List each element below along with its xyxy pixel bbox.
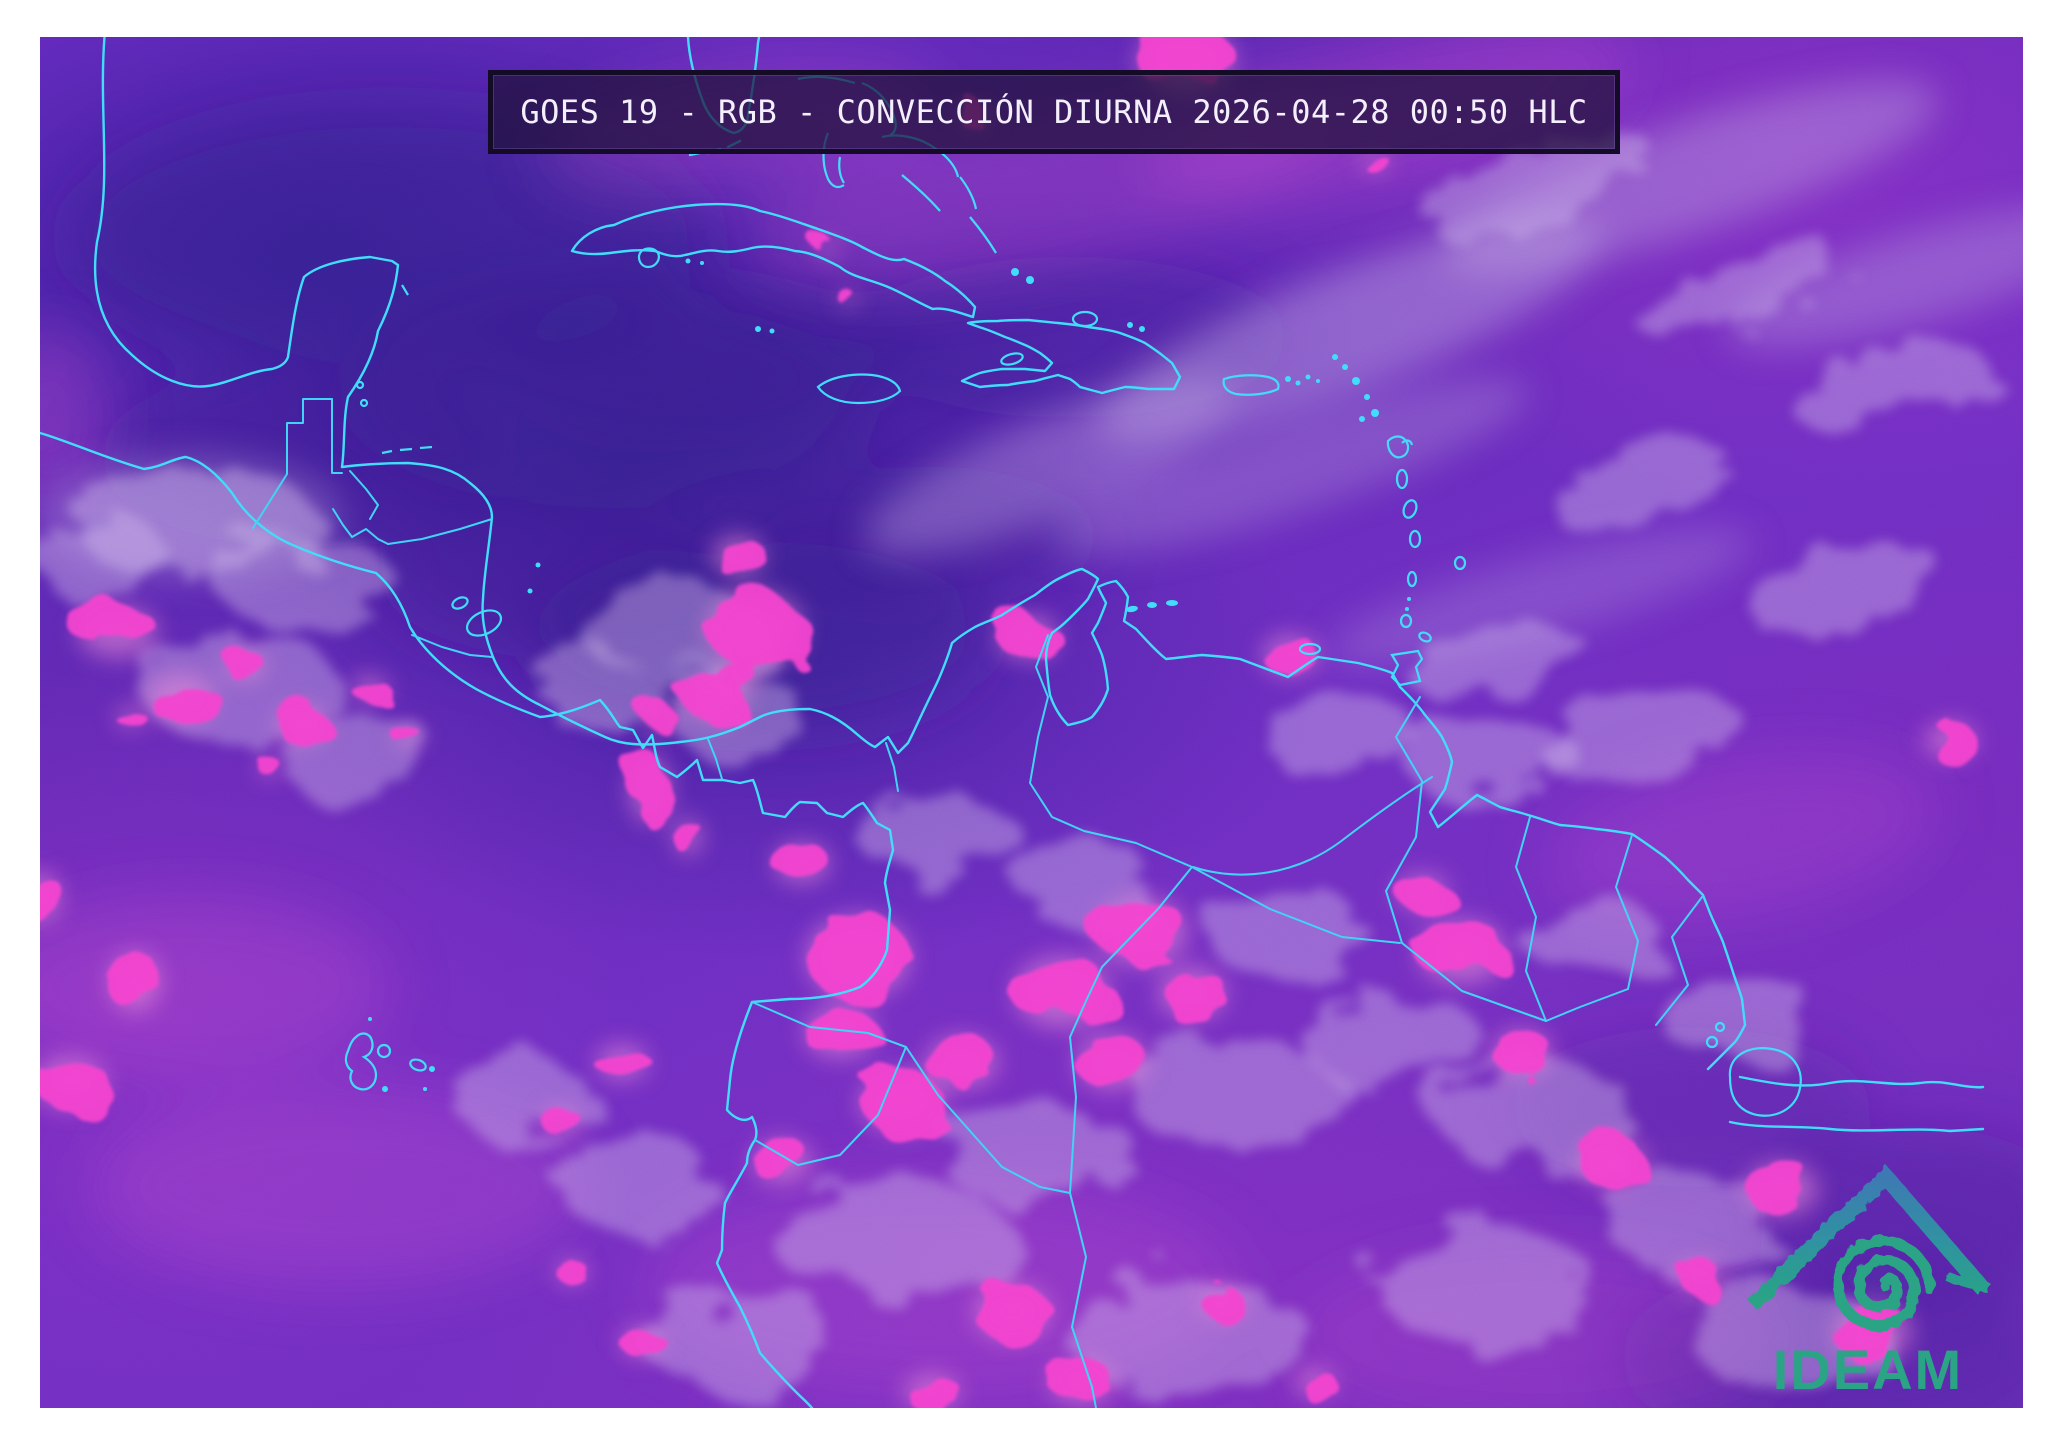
ideam-logo: IDEAM <box>1746 1165 1992 1401</box>
grain-overlay <box>40 37 2023 1408</box>
title-text: GOES 19 - RGB - CONVECCIÓN DIURNA 2026-0… <box>520 93 1588 131</box>
satellite-scene: IDEAM <box>40 37 2023 1408</box>
title-bar: GOES 19 - RGB - CONVECCIÓN DIURNA 2026-0… <box>488 70 1620 154</box>
satellite-map: IDEAM GOES 19 - RGB - CONVECCIÓN DIURNA … <box>40 37 2023 1408</box>
ideam-hurricane-roof-icon <box>1746 1165 1992 1331</box>
ideam-logo-text: IDEAM <box>1773 1338 1963 1401</box>
